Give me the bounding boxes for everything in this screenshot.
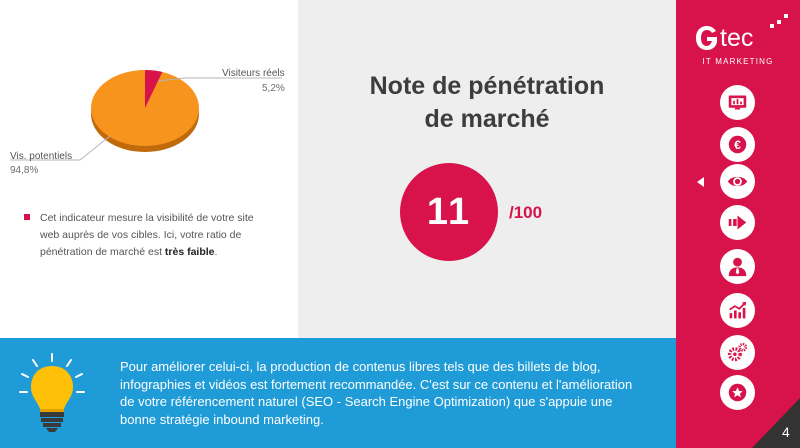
note-emphasis: très faible [164, 246, 215, 258]
logo-name: tec [720, 24, 754, 52]
center-panel [298, 0, 676, 338]
nav-eye-button[interactable] [720, 164, 755, 199]
pie-label-reels: Visiteurs réels [222, 68, 285, 79]
nav-user-button[interactable] [720, 249, 755, 284]
tip-text: Pour améliorer celui-ci, la production d… [120, 359, 633, 427]
eye-icon [727, 176, 748, 187]
title-line-2: de marché [424, 105, 550, 133]
tip-banner [0, 338, 676, 448]
pie-label-potentiels: Vis. potentiels [10, 151, 73, 162]
nav-arrow-button[interactable] [720, 205, 755, 240]
arrow-right-icon [728, 215, 747, 230]
note-end: . [214, 246, 218, 258]
dashboard-icon [728, 95, 747, 110]
svg-text:€: € [734, 138, 741, 152]
score-value: 11 [426, 190, 472, 233]
star-icon [728, 383, 747, 402]
nav-growth-button[interactable] [720, 293, 755, 328]
lightbulb-icon [19, 353, 85, 432]
left-panel [0, 0, 298, 338]
leader-line-reels [157, 77, 282, 82]
leader-line-potentiels [10, 135, 111, 161]
pie-value-potentiels: 94,8% [10, 165, 39, 176]
growth-chart-icon [729, 301, 747, 319]
score-max: /100 [509, 203, 543, 222]
indicator-note: Cet indicateur mesure la visibilité de v… [24, 210, 266, 261]
nav-euro-button[interactable]: € [720, 127, 755, 162]
page-corner [752, 398, 800, 448]
page-title: Note de pénétration de marché [298, 70, 676, 136]
page-number: 4 [782, 424, 790, 440]
logo-dots-icon [770, 14, 788, 28]
active-nav-pointer [697, 177, 704, 187]
nav-gears-button[interactable] [720, 335, 755, 370]
score-badge: 11 [400, 163, 498, 261]
nav-star-button[interactable] [720, 375, 755, 410]
note-text: Cet indicateur mesure la visibilité de v… [40, 212, 254, 258]
note-bullet [24, 214, 30, 220]
gears-icon [727, 342, 748, 362]
title-line-1: Note de pénétration [369, 72, 605, 100]
euro-icon: € [728, 135, 747, 154]
pie-chart [10, 70, 282, 161]
pie-slice-reels [145, 70, 163, 108]
pie-value-reels: 5,2% [262, 83, 285, 94]
logo-subtitle: IT MARKETING [702, 57, 774, 66]
nav-dashboard-button[interactable] [720, 85, 755, 120]
logo-g-icon [696, 26, 717, 50]
user-icon [728, 257, 747, 277]
